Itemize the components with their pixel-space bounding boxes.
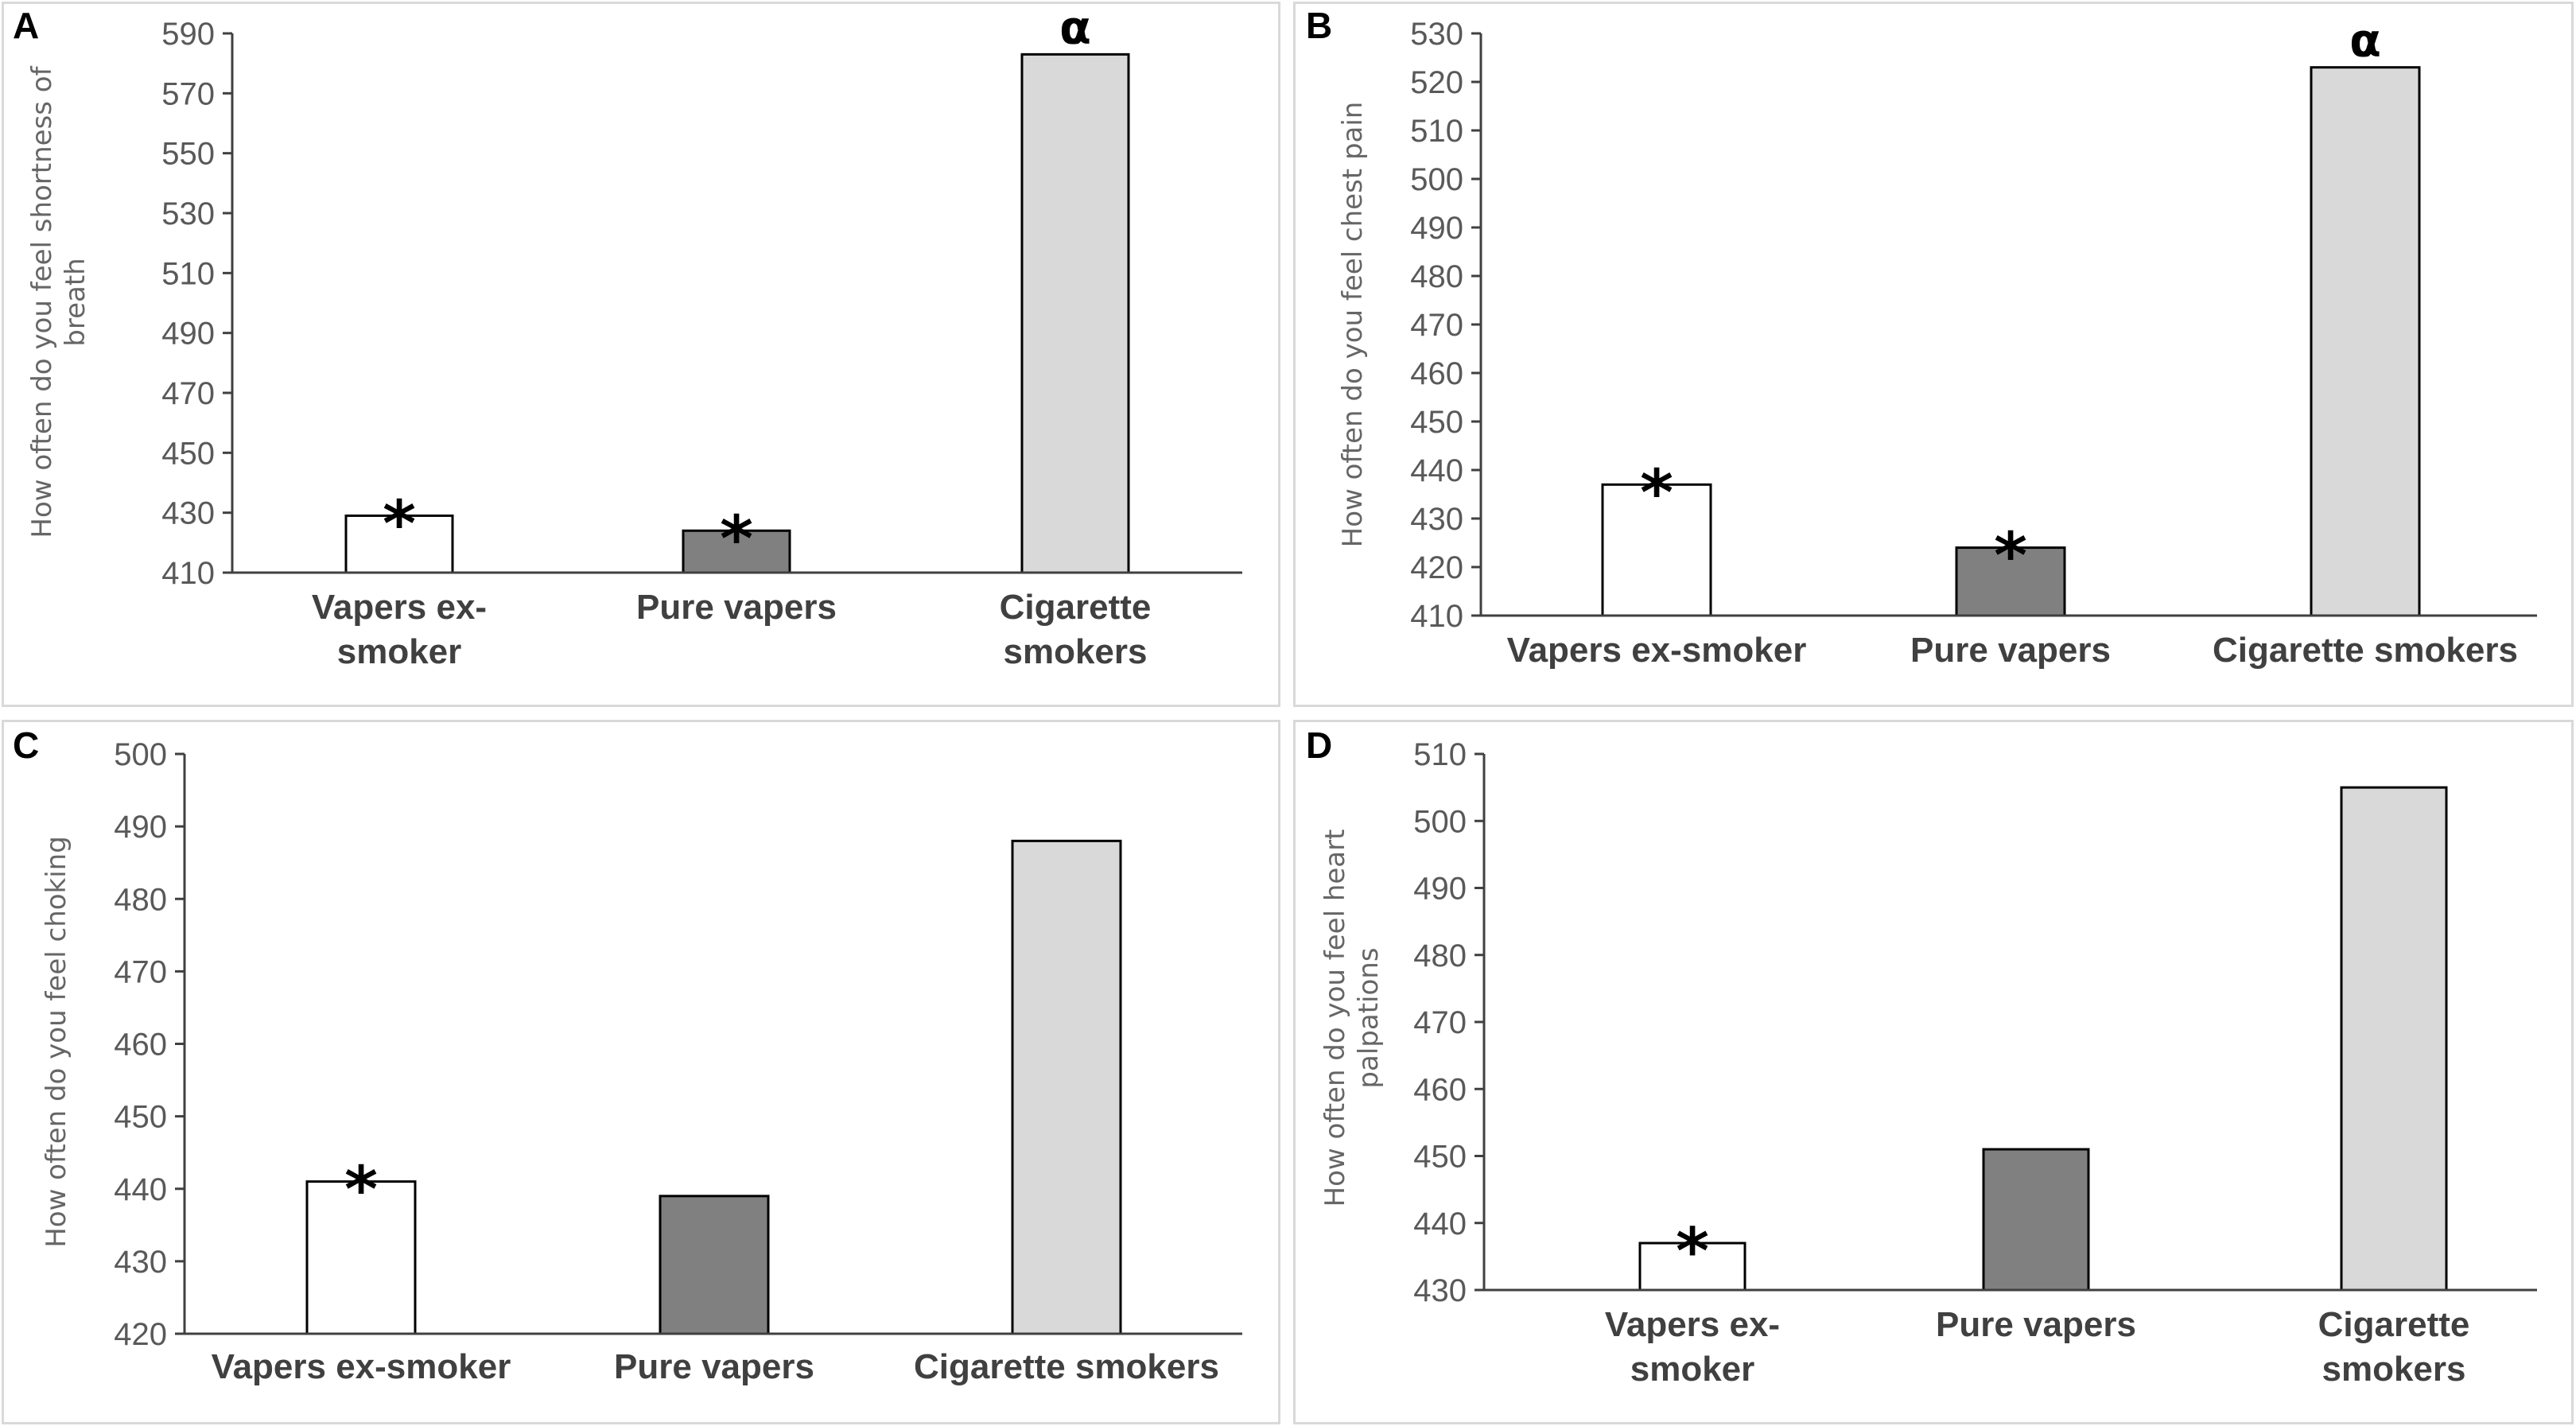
significance-marker: * (1640, 456, 1673, 530)
y-tick-label: 480 (1413, 938, 1467, 973)
bar-1 (344, 514, 454, 574)
y-axis-title: How often do you feel chest pain (1337, 102, 1369, 548)
panel-letter: C (13, 725, 39, 766)
panel-letter: A (13, 5, 39, 46)
significance-marker: * (1676, 1214, 1709, 1288)
x-category-label: Pure vapers (1910, 631, 2111, 670)
significance-marker: * (383, 487, 416, 561)
bar-2 (1955, 546, 2066, 617)
x-category-label: Cigarette smokers (914, 1347, 1219, 1386)
y-tick-label: 570 (161, 76, 215, 111)
significance-marker: α (2349, 14, 2381, 68)
y-tick-label: 530 (1410, 17, 1463, 52)
x-category-label: Pure vapers (614, 1347, 814, 1386)
x-category-label: Cigarette smokers (1000, 588, 1152, 671)
y-tick-label: 490 (161, 317, 215, 352)
y-tick-label: 500 (114, 737, 167, 772)
bar-1 (305, 1180, 417, 1335)
y-tick-label: 510 (161, 256, 215, 291)
y-tick-label: 420 (114, 1317, 167, 1352)
y-axis-title: How often do you feel choking (41, 836, 72, 1248)
y-axis-title: How often do you feel heartpalpations (1319, 830, 1385, 1207)
y-tick-label: 470 (1410, 308, 1463, 343)
y-axis-title: How often do you feel shortness ofbreath (26, 65, 91, 538)
y-tick-label: 590 (161, 17, 215, 52)
chart-d: D 430 440 450 460 470 480 490 500 510 * Vapers ex-s… (1306, 725, 2537, 1389)
bar-3 (1011, 839, 1122, 1335)
y-tick-label: 510 (1413, 737, 1467, 772)
bar-3 (2310, 66, 2421, 617)
y-tick-label: 460 (114, 1028, 167, 1063)
x-category-label: Cigarette smokers (2213, 631, 2518, 670)
y-tick-label: 460 (1410, 356, 1463, 391)
bar-2 (659, 1195, 770, 1335)
y-tick-label: 450 (161, 436, 215, 471)
y-tick-label: 410 (161, 556, 215, 591)
y-tick-label: 470 (161, 376, 215, 411)
y-tick-label: 450 (114, 1100, 167, 1135)
y-tick-label: 500 (1410, 162, 1463, 197)
x-category-label: Vapers ex-smoker (1507, 631, 1807, 670)
chart-c: C 420 430 440 450 460 470 480 490 500 * Vapers ex-s… (13, 725, 1242, 1386)
y-tick-label: 460 (1413, 1072, 1467, 1107)
y-tick-label: 530 (161, 196, 215, 231)
y-tick-label: 410 (1410, 599, 1463, 634)
panel-letter: D (1306, 725, 1332, 766)
y-tick-label: 470 (114, 954, 167, 989)
y-tick-label: 450 (1413, 1140, 1467, 1175)
y-tick-label: 480 (114, 882, 167, 917)
y-tick-label: 430 (114, 1245, 167, 1280)
y-tick-label: 420 (1410, 550, 1463, 585)
bar-2 (1982, 1148, 2090, 1292)
y-tick-label: 480 (1410, 259, 1463, 294)
significance-marker: * (344, 1153, 378, 1227)
y-tick-label: 520 (1410, 65, 1463, 100)
y-tick-label: 510 (1410, 114, 1463, 149)
significance-marker: * (720, 502, 753, 576)
x-category-label: Vapers ex-smoker (312, 588, 487, 671)
y-tick-label: 550 (161, 137, 215, 172)
significance-marker: α (1059, 0, 1091, 54)
y-tick-label: 450 (1410, 405, 1463, 440)
chart-a: A 410 430 450 470 490 510 530 550 570 590 * * α Vapers… (13, 0, 1242, 671)
bar-3 (1020, 52, 1130, 574)
x-category-label: Vapers ex-smoker (1605, 1305, 1780, 1389)
x-category-label: Vapers ex-smoker (212, 1347, 511, 1386)
y-tick-label: 440 (1413, 1206, 1467, 1241)
chart-b: B 410 420 430 440 450 460 470 480 490 500 510 520 530… (1306, 5, 2537, 670)
x-category-label: Cigarette smokers (2318, 1305, 2470, 1389)
y-tick-label: 490 (1413, 872, 1467, 907)
panel-letter: B (1306, 5, 1332, 46)
y-tick-label: 440 (114, 1172, 167, 1207)
y-tick-label: 470 (1413, 1005, 1467, 1040)
y-tick-label: 490 (1410, 211, 1463, 246)
y-tick-label: 490 (114, 810, 167, 845)
significance-marker: * (1994, 519, 2027, 593)
y-tick-label: 430 (1413, 1273, 1467, 1308)
y-tick-label: 430 (1410, 502, 1463, 537)
x-category-label: Pure vapers (636, 588, 837, 627)
bar-2 (682, 529, 791, 574)
y-tick-label: 430 (161, 496, 215, 531)
y-tick-label: 440 (1410, 453, 1463, 488)
y-tick-label: 500 (1413, 804, 1467, 839)
bar-1 (1638, 1241, 1746, 1292)
bar-3 (2340, 786, 2448, 1292)
x-category-label: Pure vapers (1936, 1305, 2136, 1344)
